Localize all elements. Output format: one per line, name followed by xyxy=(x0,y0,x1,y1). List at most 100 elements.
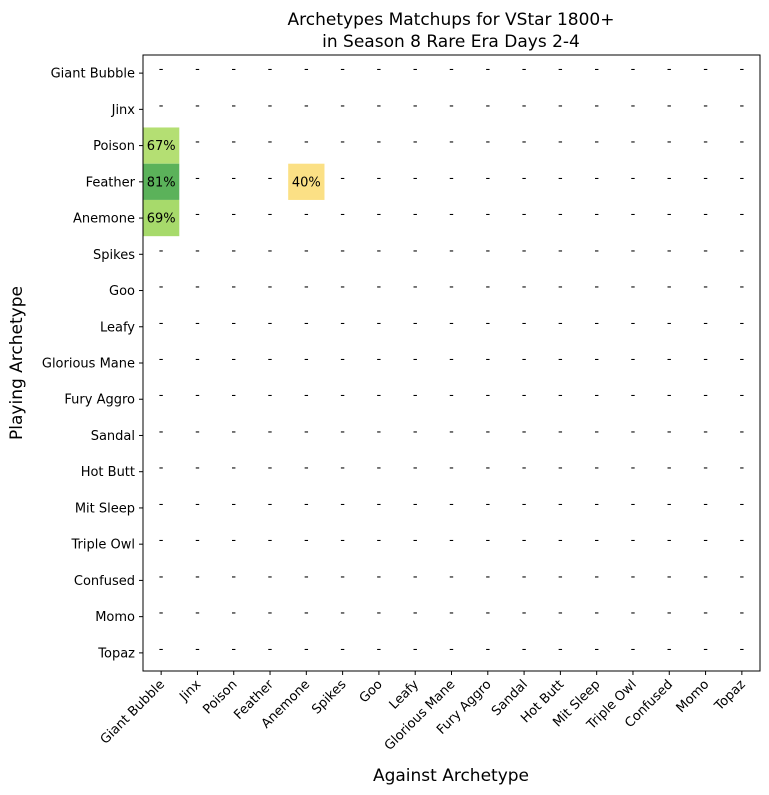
empty-cell-marker: - xyxy=(195,352,200,367)
empty-cell-marker: - xyxy=(667,642,672,657)
empty-cell-marker: - xyxy=(231,424,236,439)
empty-cell-marker: - xyxy=(631,533,636,548)
empty-cell-marker: - xyxy=(413,642,418,657)
empty-cell-marker: - xyxy=(377,62,382,77)
empty-cell-marker: - xyxy=(195,606,200,621)
empty-cell-marker: - xyxy=(594,171,599,186)
empty-cell-marker: - xyxy=(413,98,418,113)
empty-cell-marker: - xyxy=(304,98,309,113)
empty-cell-marker: - xyxy=(159,98,164,113)
empty-cell-marker: - xyxy=(485,388,490,403)
empty-cell-marker: - xyxy=(667,243,672,258)
empty-cell-marker: - xyxy=(703,533,708,548)
empty-cell-marker: - xyxy=(340,606,345,621)
empty-cell-marker: - xyxy=(340,135,345,150)
empty-cell-marker: - xyxy=(522,424,527,439)
empty-cell-marker: - xyxy=(268,62,273,77)
cell-feather-vs-giant-bubble xyxy=(143,163,180,200)
empty-cell-marker: - xyxy=(631,461,636,476)
empty-cell-marker: - xyxy=(703,352,708,367)
empty-cell-marker: - xyxy=(703,243,708,258)
empty-cell-marker: - xyxy=(195,98,200,113)
y-tick-label-glorious-mane: Glorious Mane xyxy=(42,357,135,372)
empty-cell-marker: - xyxy=(449,461,454,476)
empty-cell-marker: - xyxy=(231,98,236,113)
empty-cell-marker: - xyxy=(485,171,490,186)
empty-cell-marker: - xyxy=(667,316,672,331)
empty-cell-marker: - xyxy=(558,316,563,331)
x-tick-label-giant-bubble: Giant Bubble xyxy=(98,677,168,747)
empty-cell-marker: - xyxy=(740,352,745,367)
empty-cell-marker: - xyxy=(231,497,236,512)
x-tick-label-jinx: Jinx xyxy=(176,677,204,705)
empty-cell-marker: - xyxy=(522,352,527,367)
y-tick-label-spikes: Spikes xyxy=(93,248,135,263)
empty-cell-marker: - xyxy=(231,642,236,657)
empty-cell-marker: - xyxy=(449,135,454,150)
empty-cell-marker: - xyxy=(231,207,236,222)
empty-cell-marker: - xyxy=(413,171,418,186)
cell-label-feather-vs-giant-bubble: 81% xyxy=(147,175,176,190)
empty-cell-marker: - xyxy=(268,316,273,331)
empty-cell-marker: - xyxy=(522,606,527,621)
empty-cell-marker: - xyxy=(159,424,164,439)
empty-cell-marker: - xyxy=(340,497,345,512)
empty-cell-marker: - xyxy=(740,533,745,548)
empty-cell-marker: - xyxy=(268,642,273,657)
x-axis-label: Against Archetype xyxy=(373,766,529,786)
empty-cell-marker: - xyxy=(485,316,490,331)
empty-cell-marker: - xyxy=(485,606,490,621)
empty-cell-marker: - xyxy=(485,98,490,113)
empty-cell-marker: - xyxy=(268,569,273,584)
empty-cell-marker: - xyxy=(231,243,236,258)
empty-cell-marker: - xyxy=(231,280,236,295)
empty-cell-marker: - xyxy=(195,533,200,548)
empty-cell-marker: - xyxy=(159,642,164,657)
empty-cell-marker: - xyxy=(304,606,309,621)
empty-cell-marker: - xyxy=(485,352,490,367)
empty-cell-marker: - xyxy=(231,171,236,186)
empty-cell-marker: - xyxy=(558,62,563,77)
empty-cell-marker: - xyxy=(667,352,672,367)
empty-cell-marker: - xyxy=(377,280,382,295)
empty-cell-marker: - xyxy=(449,352,454,367)
y-tick-label-anemone: Anemone xyxy=(73,212,135,227)
empty-cell-marker: - xyxy=(594,352,599,367)
empty-cell-marker: - xyxy=(667,280,672,295)
empty-cell-marker: - xyxy=(558,533,563,548)
empty-cell-marker: - xyxy=(231,316,236,331)
empty-cell-marker: - xyxy=(631,135,636,150)
empty-cell-marker: - xyxy=(231,135,236,150)
empty-cell-marker: - xyxy=(703,424,708,439)
empty-cell-marker: - xyxy=(268,207,273,222)
empty-cell-marker: - xyxy=(304,533,309,548)
y-tick-label-fury-aggro: Fury Aggro xyxy=(64,393,135,408)
y-axis-ticks: Giant Bubble Jinx Poison Feather Anemone Spik… xyxy=(42,67,143,661)
x-tick-label-spikes: Spikes xyxy=(309,677,349,717)
empty-cell-marker: - xyxy=(159,461,164,476)
empty-cell-marker: - xyxy=(740,424,745,439)
empty-cell-marker: - xyxy=(231,533,236,548)
empty-cell-marker: - xyxy=(740,461,745,476)
chart-title-line-2: in Season 8 Rare Era Days 2-4 xyxy=(322,32,580,52)
empty-cell-marker: - xyxy=(667,533,672,548)
empty-cell-marker: - xyxy=(667,171,672,186)
empty-cell-marker: - xyxy=(594,316,599,331)
empty-cell-marker: - xyxy=(703,388,708,403)
empty-cell-marker: - xyxy=(558,424,563,439)
empty-cell-marker: - xyxy=(703,461,708,476)
empty-cell-marker: - xyxy=(340,207,345,222)
empty-cell-marker: - xyxy=(195,207,200,222)
empty-cell-marker: - xyxy=(304,280,309,295)
empty-cell-marker: - xyxy=(340,243,345,258)
x-axis-ticks: Giant Bubble JinxPoisonFeatherAnemoneSpik… xyxy=(98,671,749,754)
empty-cell-marker: - xyxy=(268,424,273,439)
empty-cell-marker: - xyxy=(413,388,418,403)
empty-cell-marker: - xyxy=(740,243,745,258)
empty-cell-marker: - xyxy=(340,388,345,403)
empty-cell-marker: - xyxy=(195,388,200,403)
empty-cell-marker: - xyxy=(740,388,745,403)
empty-cell-marker: - xyxy=(340,461,345,476)
empty-cell-marker: - xyxy=(667,497,672,512)
empty-cell-marker: - xyxy=(304,569,309,584)
